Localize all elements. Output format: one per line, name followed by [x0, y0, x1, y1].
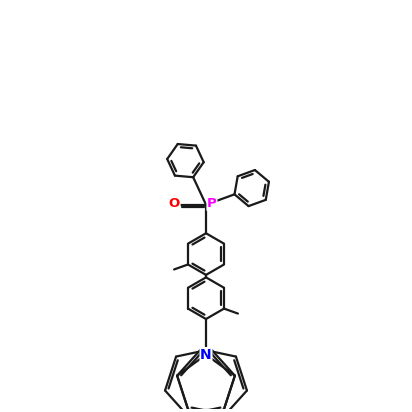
Text: N: N: [200, 348, 212, 362]
Text: O: O: [169, 197, 180, 210]
Text: P: P: [207, 197, 217, 210]
